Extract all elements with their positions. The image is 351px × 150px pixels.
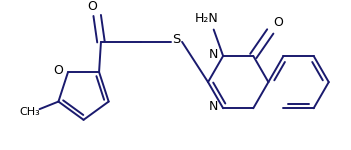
Text: O: O bbox=[87, 0, 98, 13]
Text: O: O bbox=[273, 15, 283, 28]
Text: H₂N: H₂N bbox=[194, 12, 218, 25]
Text: N: N bbox=[209, 100, 218, 113]
Text: CH₃: CH₃ bbox=[20, 107, 40, 117]
Text: O: O bbox=[54, 64, 64, 77]
Text: N: N bbox=[209, 48, 218, 61]
Text: S: S bbox=[172, 33, 181, 46]
